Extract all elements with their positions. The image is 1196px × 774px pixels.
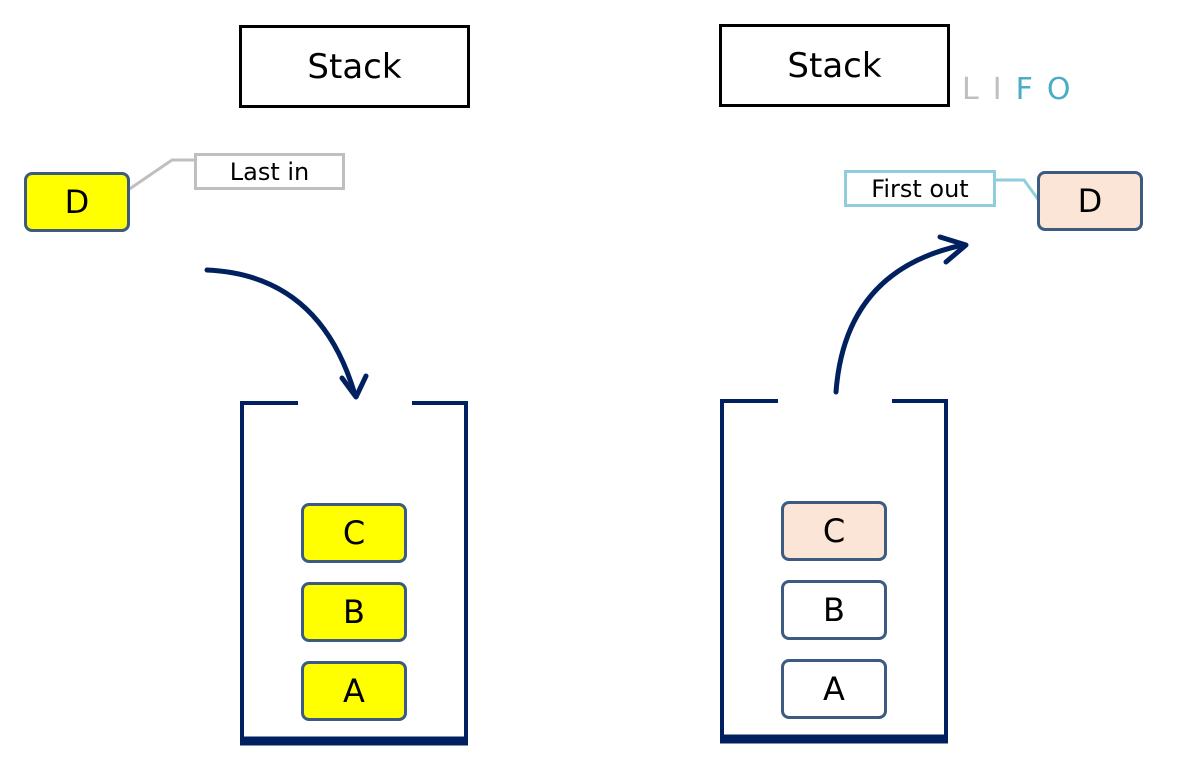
last-in-callout: Last in [194, 153, 345, 190]
right-stack-item-b: B [781, 580, 887, 640]
right-stack-item-a: A [781, 659, 887, 719]
first-out-leader-line [994, 178, 1042, 203]
lifo-letter-f: F [1015, 72, 1047, 107]
right-stack-title: Stack [719, 24, 950, 107]
left-stack-container [240, 401, 468, 746]
lifo-letter-i: I [992, 72, 1016, 107]
left-stack-item-b: B [301, 582, 407, 642]
pop-arrowhead [937, 234, 969, 265]
pop-arrow [833, 242, 966, 395]
left-stack-item-a: A [301, 661, 407, 721]
first-out-callout: First out [844, 170, 996, 207]
right-stack-container [720, 399, 948, 744]
outgoing-node-d: D [1037, 171, 1143, 231]
push-arrowhead [339, 373, 369, 400]
left-stack-item-c: C [301, 503, 407, 563]
left-stack-title: Stack [239, 25, 470, 108]
incoming-node-d: D [24, 172, 130, 232]
lifo-letter-o: O [1046, 72, 1085, 107]
push-arrow [204, 267, 358, 398]
lifo-label: LIFO [962, 72, 1084, 107]
lifo-letter-l: L [962, 72, 993, 107]
right-stack-item-c: C [781, 501, 887, 561]
last-in-leader-line [127, 158, 194, 192]
